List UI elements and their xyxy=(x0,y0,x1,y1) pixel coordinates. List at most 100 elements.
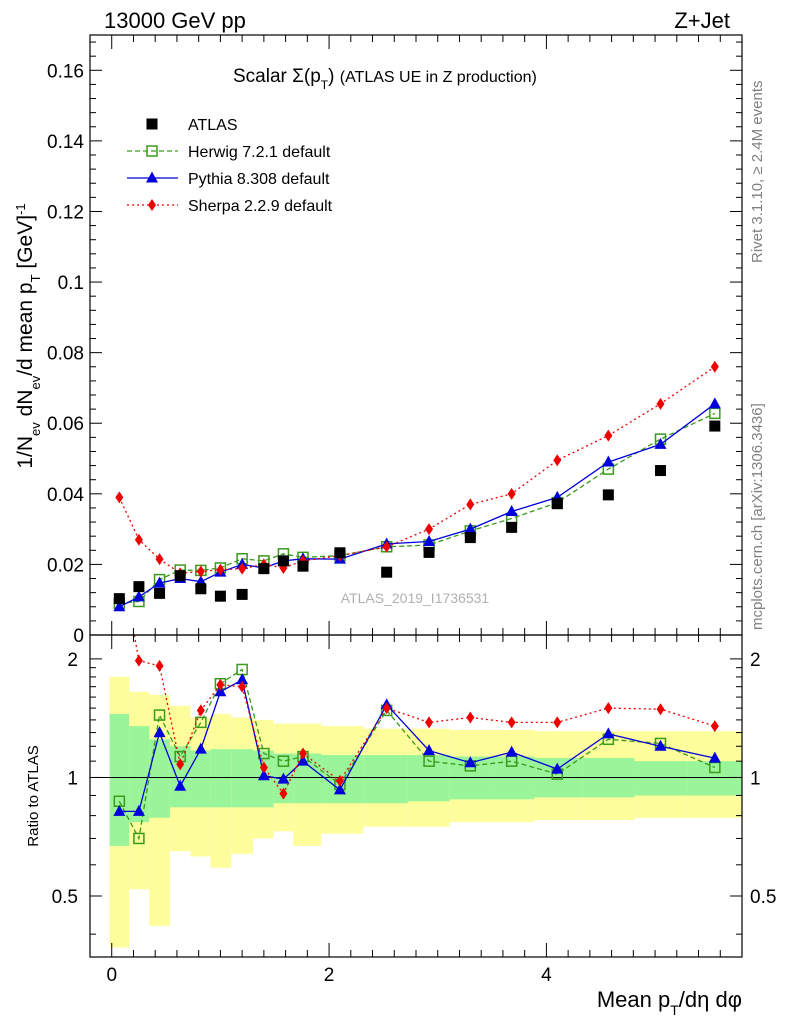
pythia-ratio-point xyxy=(505,745,518,757)
atlas-main-point xyxy=(655,465,666,477)
sherpa-main-point xyxy=(553,454,562,467)
pythia-legend-marker xyxy=(146,171,158,183)
pythia-main-point xyxy=(113,600,126,612)
ratio-y-tick-label: 2 xyxy=(67,650,78,671)
atlas-main-point xyxy=(133,581,145,593)
sherpa-legend-label: Sherpa 2.2.9 default xyxy=(188,198,333,215)
pythia-main-point xyxy=(423,534,436,546)
rivet-label: Rivet 3.1.10, ≥ 2.4M events xyxy=(749,81,766,264)
ratio-y-tick-label-right: 0.5 xyxy=(750,887,776,908)
analysis-tag: ATLAS_2019_I1736531 xyxy=(341,590,490,606)
sherpa-main-point xyxy=(115,491,124,504)
atlas-main-point xyxy=(174,570,186,582)
sherpa-ratio-point xyxy=(238,680,247,693)
mcplots-label: mcplots.cern.ch [arXiv:1306.3436] xyxy=(749,403,766,630)
atlas-main-point xyxy=(381,566,393,578)
pythia-ratio-point xyxy=(132,804,145,816)
x-axis-label: Mean pT/dη dφ xyxy=(597,987,742,1018)
herwig-ratio-point xyxy=(423,755,435,767)
sherpa-ratio-point xyxy=(425,716,434,729)
sherpa-ratio-point xyxy=(298,747,307,760)
pythia-ratio-point xyxy=(113,804,126,816)
pythia-ratio-point xyxy=(423,744,436,756)
sherpa-ratio-point xyxy=(176,758,185,771)
ratio-panel: 0 2 4 0.5 0.5 1 1 2 2 xyxy=(52,634,776,986)
sherpa-main-point xyxy=(216,563,225,576)
sherpa-ratio-point xyxy=(155,659,164,672)
sherpa-ratio-point xyxy=(279,787,288,800)
main-y-tick-label: 0.1 xyxy=(58,273,84,294)
pythia-main-point xyxy=(708,397,721,409)
pythia-ratio-point xyxy=(277,772,290,784)
pythia-ratio-point xyxy=(174,779,187,791)
atlas-main-point xyxy=(258,563,270,575)
sherpa-legend-marker xyxy=(148,199,156,211)
herwig-main-line xyxy=(119,412,716,604)
sherpa-main-point xyxy=(425,523,434,536)
band-green xyxy=(231,749,253,808)
ratio-y-tick-label: 1 xyxy=(67,768,78,789)
sherpa-ratio-point xyxy=(466,711,475,724)
main-title: Scalar Σ(pT) (ATLAS UE in Z production) xyxy=(233,66,537,92)
sherpa-ratio-point xyxy=(335,774,344,787)
pythia-ratio-point xyxy=(153,726,166,738)
herwig-legend-marker xyxy=(146,145,158,157)
main-y-tick-label: 0.14 xyxy=(47,132,84,153)
x-tick-label: 2 xyxy=(324,965,335,986)
pythia-ratio-point xyxy=(257,769,270,781)
main-y-tick-label: 0.06 xyxy=(47,414,84,435)
main-y-tick-label: 0.04 xyxy=(47,485,84,506)
atlas-main-point xyxy=(464,532,476,544)
herwig-ratio-point xyxy=(153,709,166,721)
pythia-ratio-point xyxy=(708,751,721,763)
sherpa-ratio-point xyxy=(216,678,225,691)
sherpa-ratio-point xyxy=(604,702,613,715)
ratio-series-group xyxy=(113,635,721,845)
main-y-tick-label: 0.02 xyxy=(47,555,84,576)
main-y-axis-label: 1/Nev dNev/d mean pT [GeV]-1 xyxy=(13,203,43,468)
pythia-ratio-point xyxy=(333,783,346,795)
sherpa-main-point xyxy=(134,533,143,546)
pythia-main-point xyxy=(132,590,145,602)
band-green xyxy=(407,755,450,802)
atlas-main-point xyxy=(154,587,166,599)
sherpa-main-point xyxy=(507,487,516,500)
herwig-ratio-point xyxy=(133,832,145,845)
header-left: 13000 GeV pp xyxy=(104,8,246,33)
herwig-ratio-point xyxy=(277,755,290,767)
main-y-tick-label: 0 xyxy=(73,626,84,647)
band-green xyxy=(634,761,688,796)
ratio-y-tick-label: 0.5 xyxy=(52,887,78,908)
sherpa-ratio-point xyxy=(553,716,562,729)
atlas-main-point xyxy=(506,521,518,533)
atlas-main-point xyxy=(214,590,226,602)
band-green xyxy=(149,739,170,818)
sherpa-main-point xyxy=(656,397,665,410)
sherpa-main-point xyxy=(155,553,164,566)
pythia-ratio-point xyxy=(194,742,207,754)
main-y-tick-label: 0.08 xyxy=(47,344,84,365)
atlas-legend-label: ATLAS xyxy=(188,117,238,134)
atlas-main-point xyxy=(602,489,614,501)
header-right: Z+Jet xyxy=(674,8,730,33)
main-panel: 0 0.02 0.04 0.06 0.08 0.1 0.12 0.14 0.16 xyxy=(47,34,743,647)
atlas-main-point xyxy=(113,593,125,605)
atlas-main-point xyxy=(277,555,289,567)
main-y-tick-label: 0.12 xyxy=(47,202,84,223)
sherpa-main-point xyxy=(466,498,475,511)
pythia-ratio-point xyxy=(551,762,564,774)
legend: ATLAS Herwig 7.2.1 default Pythia 8.308 de… xyxy=(127,117,333,215)
sherpa-main-point xyxy=(382,540,391,553)
pythia-ratio-point xyxy=(214,685,227,697)
pythia-main-point xyxy=(505,504,518,516)
band-green xyxy=(129,726,150,823)
atlas-main-point xyxy=(334,547,346,559)
ratio-y-tick-label-right: 1 xyxy=(750,768,761,789)
atlas-main-point xyxy=(195,583,207,595)
sherpa-ratio-point xyxy=(196,704,205,717)
pythia-main-point xyxy=(602,455,615,467)
pythia-main-point xyxy=(153,576,166,588)
sherpa-main-point xyxy=(604,429,613,442)
pythia-ratio-point xyxy=(236,673,249,685)
